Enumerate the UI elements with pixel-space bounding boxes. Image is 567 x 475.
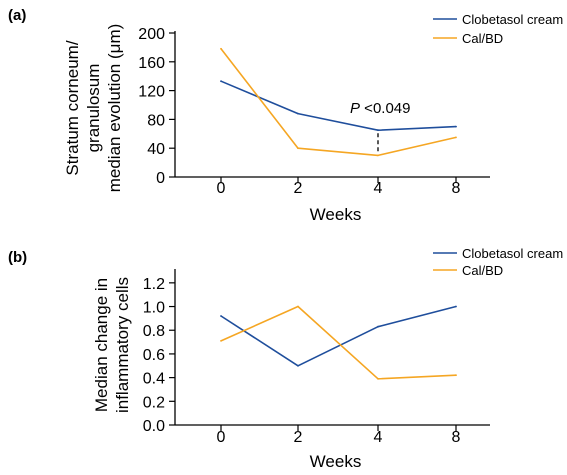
y-tick-label: 0.8 — [143, 323, 165, 340]
panel-label: (b) — [8, 249, 27, 266]
data-point — [220, 47, 222, 50]
y-tick-label: 1.2 — [143, 276, 165, 293]
panel-a: (a) 0 40 80 120 160 200 0 2 4 8 Weeks Stratum corneu… — [8, 7, 563, 224]
y-tick-label: 0.2 — [143, 394, 165, 411]
panel-b: (b) 0.0 0.2 0.4 0.6 0.8 1.0 1.2 0 2 4 8 Weeks Median … — [8, 246, 563, 471]
legend-label: Clobetasol cream — [462, 12, 563, 27]
y-tick-label: 0.0 — [143, 418, 165, 435]
x-tick-label: 0 — [217, 429, 226, 446]
x-tick-label: 4 — [374, 180, 383, 197]
y-tick-label: 1.0 — [143, 300, 165, 317]
data-point — [220, 340, 222, 342]
y-axis-title-line: inflammatory cells — [113, 277, 132, 413]
data-point — [220, 80, 222, 83]
x-tick-label: 2 — [294, 180, 303, 197]
x-tick-label: 0 — [217, 180, 226, 197]
data-point — [377, 129, 379, 132]
series-line-0 — [220, 80, 457, 131]
data-point — [297, 305, 299, 308]
y-axis-title-line: Stratum corneum/ — [63, 40, 82, 175]
x-tick-label: 2 — [294, 429, 303, 446]
legend-label: Clobetasol cream — [462, 246, 563, 261]
data-point — [455, 125, 457, 128]
y-tick-label: 0 — [156, 170, 165, 187]
p-value-annotation: P <0.049 — [350, 100, 410, 117]
y-tick-label: 120 — [138, 84, 165, 101]
data-point — [297, 147, 299, 150]
p-value-symbol: P — [350, 100, 360, 117]
data-point — [377, 377, 379, 380]
legend-label: Cal/BD — [462, 263, 503, 278]
y-tick-label: 40 — [147, 141, 165, 158]
p-value-text: <0.049 — [360, 100, 410, 117]
series-line-1 — [220, 48, 457, 157]
data-point — [297, 364, 299, 367]
data-point — [455, 305, 457, 308]
data-point — [377, 154, 379, 157]
y-axis-title-line: granulosum — [84, 64, 103, 153]
y-tick-label: 0.6 — [143, 347, 165, 364]
data-point — [297, 112, 299, 115]
panel-label: (a) — [8, 7, 26, 24]
series-line-1 — [220, 305, 457, 380]
data-point — [455, 136, 457, 139]
legend-label: Cal/BD — [462, 31, 503, 46]
x-axis-title: Weeks — [310, 205, 362, 224]
x-tick-label: 4 — [374, 429, 383, 446]
y-tick-label: 160 — [138, 55, 165, 72]
y-tick-label: 200 — [138, 26, 165, 43]
y-tick-label: 80 — [147, 112, 165, 129]
data-point — [220, 315, 222, 317]
y-axis-title-line: median evolution (μm) — [105, 24, 124, 193]
x-axis-title: Weeks — [310, 452, 362, 471]
series-line-0 — [220, 305, 457, 367]
y-tick-label: 0.4 — [143, 371, 165, 388]
data-point — [455, 374, 457, 377]
data-point — [377, 325, 379, 328]
x-tick-label: 8 — [452, 429, 461, 446]
x-tick-label: 8 — [452, 180, 461, 197]
y-axis-title-line: Median change in — [92, 278, 111, 412]
